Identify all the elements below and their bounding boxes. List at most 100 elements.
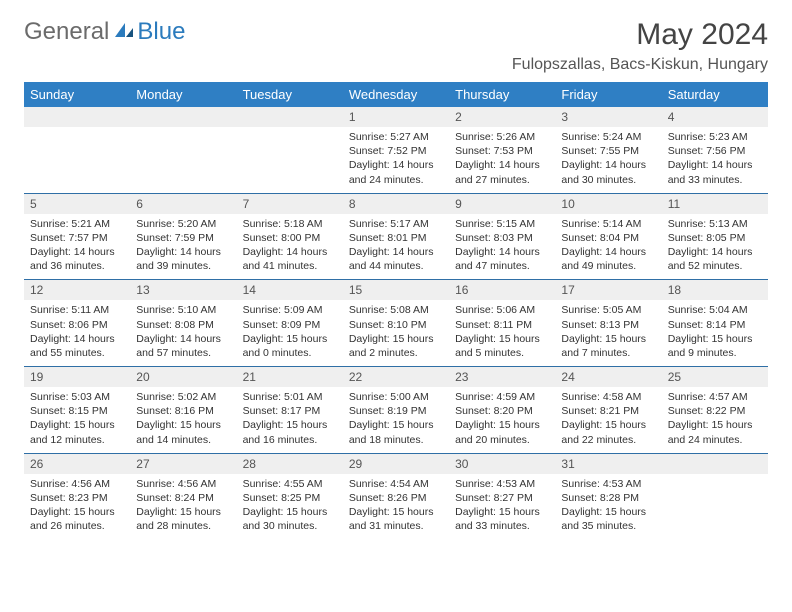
calendar-body: 1234Sunrise: 5:27 AMSunset: 7:52 PMDayli… [24, 107, 768, 539]
daylight-line: Daylight: 15 hours and 30 minutes. [243, 505, 337, 533]
day-number-cell: 29 [343, 454, 449, 474]
day-detail-cell: Sunrise: 5:27 AMSunset: 7:52 PMDaylight:… [343, 127, 449, 193]
daylight-line: Daylight: 14 hours and 36 minutes. [30, 245, 124, 273]
sunrise-line: Sunrise: 5:21 AM [30, 217, 124, 231]
day-detail-cell: Sunrise: 5:11 AMSunset: 8:06 PMDaylight:… [24, 300, 130, 366]
day-number-cell: 20 [130, 367, 236, 387]
day-number-cell [24, 107, 130, 127]
day-detail-cell [24, 127, 130, 193]
daylight-line: Daylight: 14 hours and 24 minutes. [349, 158, 443, 186]
sunrise-line: Sunrise: 4:53 AM [561, 477, 655, 491]
day-detail-cell: Sunrise: 5:02 AMSunset: 8:16 PMDaylight:… [130, 387, 236, 453]
header: General Blue May 2024 Fulopszallas, Bacs… [24, 18, 768, 74]
day-detail-row: Sunrise: 5:11 AMSunset: 8:06 PMDaylight:… [24, 300, 768, 366]
daylight-line: Daylight: 14 hours and 44 minutes. [349, 245, 443, 273]
day-header: Wednesday [343, 82, 449, 107]
sunset-line: Sunset: 8:26 PM [349, 491, 443, 505]
day-number-cell: 4 [662, 107, 768, 127]
sunset-line: Sunset: 8:13 PM [561, 318, 655, 332]
sunset-line: Sunset: 8:11 PM [455, 318, 549, 332]
daylight-line: Daylight: 14 hours and 55 minutes. [30, 332, 124, 360]
title-block: May 2024 Fulopszallas, Bacs-Kiskun, Hung… [512, 18, 768, 74]
day-detail-cell: Sunrise: 5:14 AMSunset: 8:04 PMDaylight:… [555, 214, 661, 280]
day-detail-cell: Sunrise: 4:59 AMSunset: 8:20 PMDaylight:… [449, 387, 555, 453]
day-detail-cell: Sunrise: 4:53 AMSunset: 8:28 PMDaylight:… [555, 474, 661, 540]
day-header: Monday [130, 82, 236, 107]
sunset-line: Sunset: 8:08 PM [136, 318, 230, 332]
day-detail-cell: Sunrise: 5:06 AMSunset: 8:11 PMDaylight:… [449, 300, 555, 366]
sunset-line: Sunset: 8:24 PM [136, 491, 230, 505]
day-detail-row: Sunrise: 5:21 AMSunset: 7:57 PMDaylight:… [24, 214, 768, 280]
daylight-line: Daylight: 15 hours and 9 minutes. [668, 332, 762, 360]
daylight-line: Daylight: 15 hours and 5 minutes. [455, 332, 549, 360]
day-detail-cell [662, 474, 768, 540]
sunrise-line: Sunrise: 4:55 AM [243, 477, 337, 491]
calendar-table: SundayMondayTuesdayWednesdayThursdayFrid… [24, 82, 768, 539]
sunrise-line: Sunrise: 5:05 AM [561, 303, 655, 317]
daylight-line: Daylight: 15 hours and 18 minutes. [349, 418, 443, 446]
day-number-cell: 17 [555, 280, 661, 300]
day-number-cell [662, 454, 768, 474]
location-text: Fulopszallas, Bacs-Kiskun, Hungary [512, 56, 768, 74]
sunset-line: Sunset: 8:00 PM [243, 231, 337, 245]
sunset-line: Sunset: 8:17 PM [243, 404, 337, 418]
day-detail-cell: Sunrise: 5:21 AMSunset: 7:57 PMDaylight:… [24, 214, 130, 280]
sunset-line: Sunset: 8:23 PM [30, 491, 124, 505]
sunset-line: Sunset: 8:20 PM [455, 404, 549, 418]
day-detail-cell: Sunrise: 4:56 AMSunset: 8:23 PMDaylight:… [24, 474, 130, 540]
sunset-line: Sunset: 7:57 PM [30, 231, 124, 245]
day-header-row: SundayMondayTuesdayWednesdayThursdayFrid… [24, 82, 768, 107]
sunset-line: Sunset: 8:21 PM [561, 404, 655, 418]
day-number-cell: 18 [662, 280, 768, 300]
logo: General Blue [24, 18, 185, 46]
day-detail-cell: Sunrise: 4:55 AMSunset: 8:25 PMDaylight:… [237, 474, 343, 540]
month-title: May 2024 [512, 18, 768, 52]
day-detail-cell [130, 127, 236, 193]
sunrise-line: Sunrise: 5:02 AM [136, 390, 230, 404]
sunset-line: Sunset: 8:22 PM [668, 404, 762, 418]
daylight-line: Daylight: 14 hours and 30 minutes. [561, 158, 655, 186]
sunrise-line: Sunrise: 5:26 AM [455, 130, 549, 144]
sunrise-line: Sunrise: 5:10 AM [136, 303, 230, 317]
day-detail-cell: Sunrise: 5:01 AMSunset: 8:17 PMDaylight:… [237, 387, 343, 453]
day-number-cell: 3 [555, 107, 661, 127]
daylight-line: Daylight: 15 hours and 24 minutes. [668, 418, 762, 446]
day-detail-cell: Sunrise: 4:57 AMSunset: 8:22 PMDaylight:… [662, 387, 768, 453]
sunrise-line: Sunrise: 5:17 AM [349, 217, 443, 231]
sunrise-line: Sunrise: 4:53 AM [455, 477, 549, 491]
sunset-line: Sunset: 8:05 PM [668, 231, 762, 245]
day-number-cell: 22 [343, 367, 449, 387]
daylight-line: Daylight: 14 hours and 57 minutes. [136, 332, 230, 360]
daylight-line: Daylight: 14 hours and 49 minutes. [561, 245, 655, 273]
sunrise-line: Sunrise: 5:20 AM [136, 217, 230, 231]
day-number-cell [130, 107, 236, 127]
sunrise-line: Sunrise: 5:13 AM [668, 217, 762, 231]
daylight-line: Daylight: 15 hours and 0 minutes. [243, 332, 337, 360]
daylight-line: Daylight: 14 hours and 33 minutes. [668, 158, 762, 186]
daylight-line: Daylight: 14 hours and 47 minutes. [455, 245, 549, 273]
sunrise-line: Sunrise: 5:11 AM [30, 303, 124, 317]
sunset-line: Sunset: 8:27 PM [455, 491, 549, 505]
sunset-line: Sunset: 7:53 PM [455, 144, 549, 158]
day-number-row: 1234 [24, 107, 768, 127]
day-number-cell: 12 [24, 280, 130, 300]
day-number-cell: 16 [449, 280, 555, 300]
day-detail-cell: Sunrise: 5:05 AMSunset: 8:13 PMDaylight:… [555, 300, 661, 366]
day-number-row: 567891011 [24, 194, 768, 214]
sunrise-line: Sunrise: 5:03 AM [30, 390, 124, 404]
daylight-line: Daylight: 15 hours and 22 minutes. [561, 418, 655, 446]
day-detail-cell: Sunrise: 5:03 AMSunset: 8:15 PMDaylight:… [24, 387, 130, 453]
day-number-cell: 13 [130, 280, 236, 300]
daylight-line: Daylight: 15 hours and 16 minutes. [243, 418, 337, 446]
day-detail-cell: Sunrise: 5:00 AMSunset: 8:19 PMDaylight:… [343, 387, 449, 453]
daylight-line: Daylight: 14 hours and 39 minutes. [136, 245, 230, 273]
day-number-cell: 30 [449, 454, 555, 474]
day-number-cell: 24 [555, 367, 661, 387]
day-number-cell: 27 [130, 454, 236, 474]
sunset-line: Sunset: 8:28 PM [561, 491, 655, 505]
sunset-line: Sunset: 8:03 PM [455, 231, 549, 245]
day-detail-row: Sunrise: 5:27 AMSunset: 7:52 PMDaylight:… [24, 127, 768, 193]
sunrise-line: Sunrise: 5:09 AM [243, 303, 337, 317]
day-detail-cell: Sunrise: 5:18 AMSunset: 8:00 PMDaylight:… [237, 214, 343, 280]
sunset-line: Sunset: 7:52 PM [349, 144, 443, 158]
